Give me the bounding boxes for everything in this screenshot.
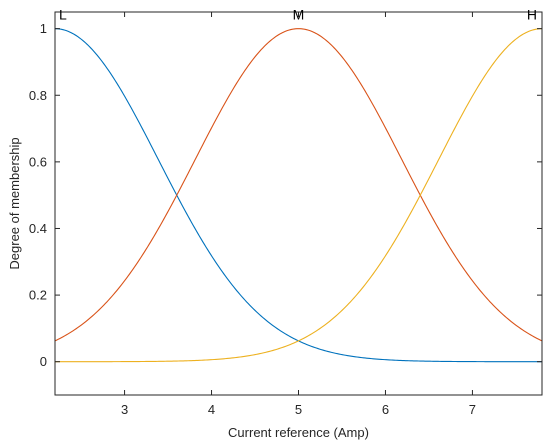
y-tick-label: 0 bbox=[40, 354, 47, 369]
x-tick-label: 7 bbox=[469, 402, 476, 417]
x-axis-ticks: 3 4 5 6 7 bbox=[121, 12, 476, 417]
y-tick-label: 0.8 bbox=[29, 88, 47, 103]
y-tick-label: 1 bbox=[40, 21, 47, 36]
membership-label-l: L bbox=[59, 7, 67, 23]
x-tick-label: 4 bbox=[208, 402, 215, 417]
y-tick-label: 0.4 bbox=[29, 221, 47, 236]
y-tick-label: 0.2 bbox=[29, 288, 47, 303]
x-tick-label: 6 bbox=[382, 402, 389, 417]
y-axis-label: Degree of membership bbox=[7, 137, 22, 269]
curve-l bbox=[54, 28, 542, 363]
y-axis-ticks: 0 0.2 0.4 0.6 0.8 1 bbox=[29, 21, 542, 369]
curve-h bbox=[55, 28, 543, 363]
y-tick-label: 0.6 bbox=[29, 154, 47, 169]
x-tick-label: 5 bbox=[295, 402, 302, 417]
x-axis-label: Current reference (Amp) bbox=[228, 425, 369, 440]
x-tick-label: 3 bbox=[121, 402, 128, 417]
curve-m bbox=[54, 28, 543, 342]
curves-layer bbox=[54, 28, 543, 363]
membership-label-m: M bbox=[293, 7, 305, 23]
plot-frame bbox=[54, 11, 543, 396]
membership-label-h: H bbox=[527, 7, 537, 23]
